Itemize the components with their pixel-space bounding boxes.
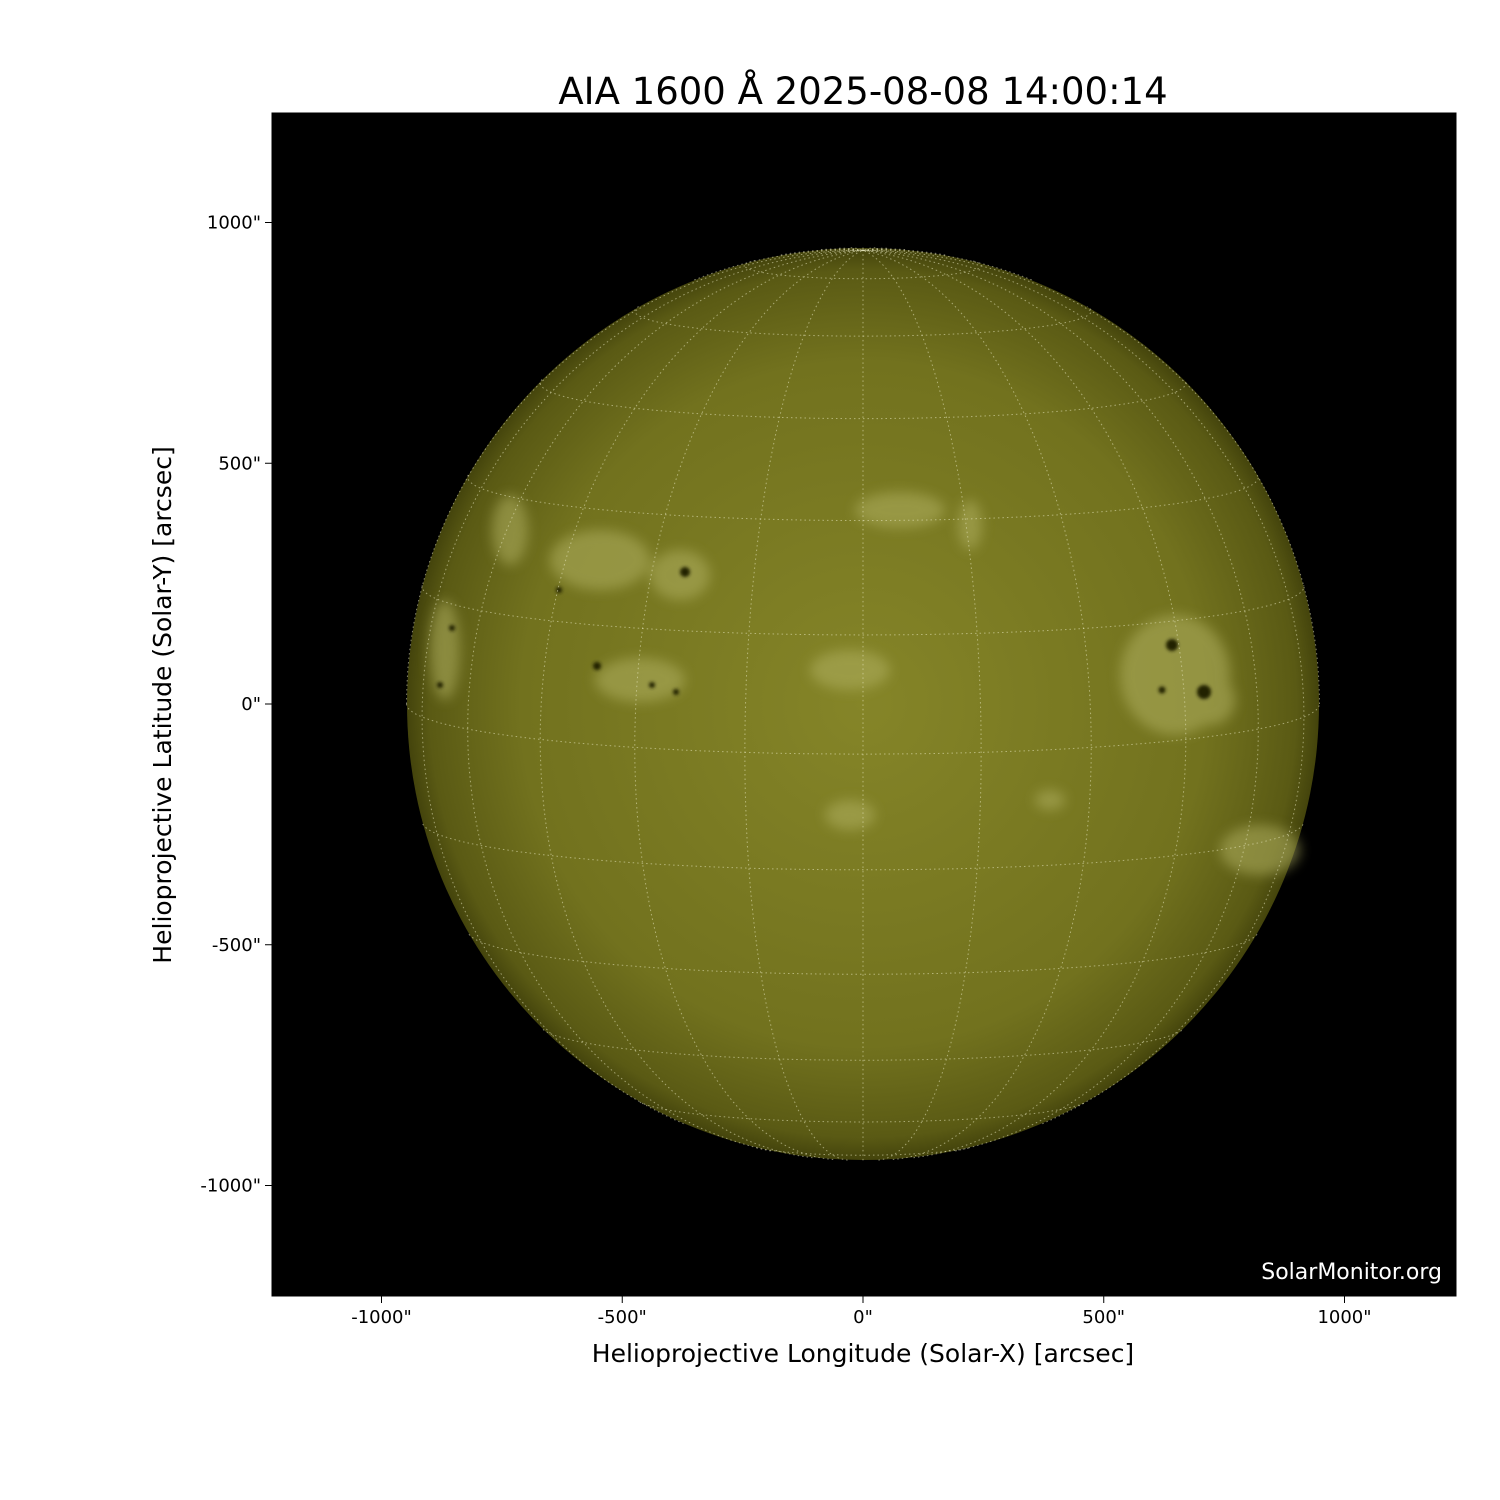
active-region <box>810 650 890 690</box>
grid-line <box>862 249 1032 281</box>
active-region <box>855 492 945 528</box>
y-axis-ticks: 1000" 500" 0" -500" -1000" <box>200 213 272 1197</box>
x-tick-label: 500" <box>1082 1307 1125 1328</box>
active-region <box>1220 825 1300 875</box>
grid-line <box>639 1101 1087 1123</box>
x-tick-label: -500" <box>598 1307 647 1328</box>
grid-line <box>406 703 1320 755</box>
grid-line <box>539 379 1187 420</box>
plot-title: AIA 1600 Å 2025-08-08 14:00:14 <box>558 69 1167 113</box>
grid-line <box>467 474 1259 521</box>
grid-line <box>422 823 1304 871</box>
grid-line <box>862 247 876 251</box>
sunspot <box>556 587 562 593</box>
x-tick-label: -1000" <box>351 1307 412 1328</box>
y-axis-label: Helioprojective Latitude (Solar-Y) [arcs… <box>148 446 177 963</box>
grid-line <box>862 249 982 1161</box>
sunspot <box>437 682 443 688</box>
sunspot <box>1197 685 1211 699</box>
y-tick-label: 0" <box>241 694 261 715</box>
x-axis-label: Helioprojective Longitude (Solar-X) [arc… <box>592 1339 1134 1368</box>
sunspots <box>437 567 1211 699</box>
sunspot <box>1158 686 1166 694</box>
y-tick-label: 500" <box>218 453 261 474</box>
solar-disk <box>407 248 1319 1160</box>
grid-line <box>634 249 864 1160</box>
grid-line <box>406 249 864 705</box>
x-axis-ticks: -1000" -500" 0" 500" 1000" <box>351 1296 1372 1328</box>
y-tick-label: -1000" <box>200 1176 261 1197</box>
sunspot <box>673 689 679 695</box>
sunspot <box>593 662 601 670</box>
active-region <box>550 530 650 590</box>
grid-line <box>694 249 864 281</box>
grid-line <box>744 249 864 1161</box>
active-region <box>1185 675 1235 725</box>
y-tick-label: 1000" <box>207 213 261 234</box>
sunspot <box>649 682 655 688</box>
x-tick-label: 0" <box>853 1307 873 1328</box>
grid-line <box>850 247 864 251</box>
sunspot <box>449 625 455 631</box>
grid-line <box>421 585 1305 636</box>
active-regions <box>430 492 1300 875</box>
active-region <box>958 500 982 550</box>
y-tick-label: -500" <box>212 935 261 956</box>
grid-line <box>862 249 1092 1160</box>
grid-line <box>634 306 1092 337</box>
x-tick-label: 1000" <box>1317 1307 1371 1328</box>
active-region <box>825 800 875 830</box>
sunspot <box>1166 639 1178 651</box>
active-region <box>430 600 460 700</box>
sunspot <box>680 567 690 577</box>
active-region <box>595 658 685 702</box>
active-region <box>1035 790 1065 810</box>
grid-line <box>744 260 982 280</box>
active-region <box>492 495 528 565</box>
active-region <box>650 550 710 600</box>
watermark: SolarMonitor.org <box>1261 1260 1442 1285</box>
heliographic-grid <box>406 247 1320 1161</box>
